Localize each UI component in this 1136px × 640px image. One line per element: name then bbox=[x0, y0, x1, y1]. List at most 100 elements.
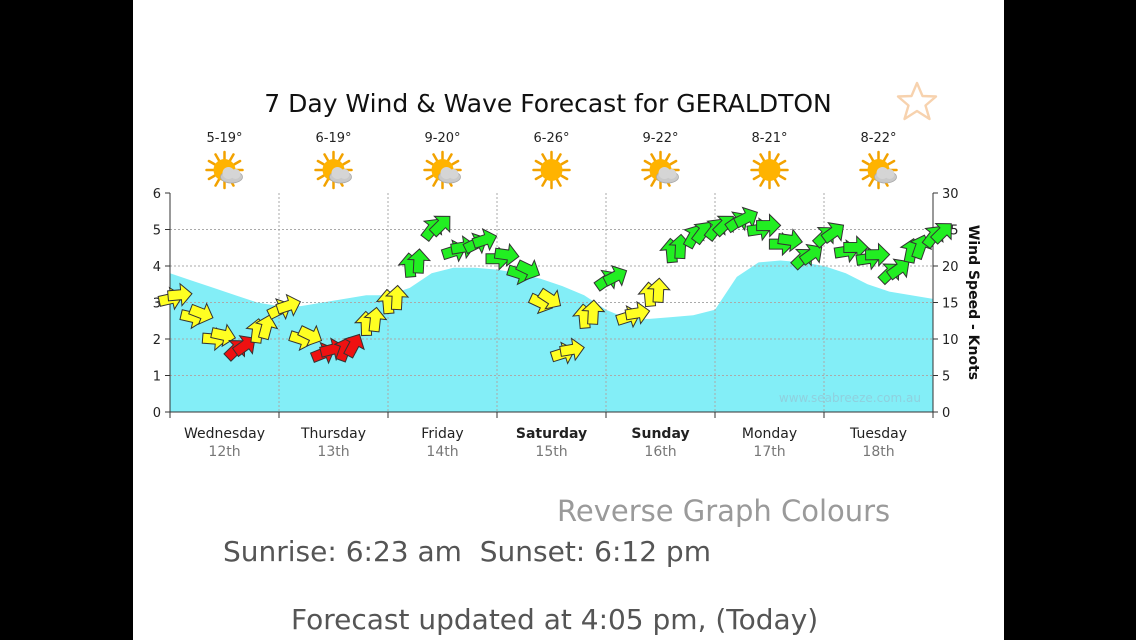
favorite-star-icon[interactable] bbox=[895, 80, 939, 124]
day-temperature: 6-19° bbox=[315, 131, 351, 146]
wind-arrow bbox=[581, 299, 606, 325]
y-tick-label-right: 5 bbox=[942, 370, 950, 385]
wind-arrow bbox=[231, 335, 256, 358]
watermark: www.seabreeze.com.au bbox=[779, 391, 921, 405]
y-tick-label-left: 6 bbox=[153, 187, 161, 202]
x-tick-label-date: 14th bbox=[426, 444, 458, 460]
wind-arrow-shape bbox=[297, 324, 323, 347]
wind-arrow-shape bbox=[536, 287, 562, 310]
wind-arrow-shape bbox=[231, 335, 256, 358]
wind-arrow-shape bbox=[777, 228, 803, 253]
sunset-label: Sunset: bbox=[479, 535, 586, 568]
forecast-page: 7 Day Wind & Wave Forecast for GERALDTON… bbox=[133, 0, 1004, 640]
wind-arrow-shape bbox=[756, 213, 782, 238]
cloud-shape bbox=[884, 169, 895, 179]
wind-arrow bbox=[384, 284, 410, 311]
sun-ray bbox=[425, 159, 435, 166]
cloud-shape bbox=[448, 169, 459, 179]
sun-ray bbox=[868, 178, 875, 187]
sunrise-time: 6:23 am bbox=[345, 535, 462, 568]
y-axis-label-right: Wind Speed - Knots bbox=[965, 225, 981, 380]
sun-ray bbox=[432, 178, 439, 187]
wind-arrow-shape bbox=[624, 300, 651, 325]
wind-arrow-shape bbox=[254, 314, 279, 341]
sun-ray bbox=[643, 174, 653, 181]
sun-ray bbox=[559, 159, 569, 166]
y-tick-label-right: 30 bbox=[942, 187, 959, 202]
chart-title: 7 Day Wind & Wave Forecast for GERALDTON bbox=[264, 89, 831, 118]
x-tick-label-day: Monday bbox=[742, 426, 797, 442]
wind-arrow-shape bbox=[559, 337, 585, 362]
sun-ray bbox=[446, 153, 453, 162]
wind-arrow-shape bbox=[406, 248, 432, 274]
sun-ray bbox=[650, 153, 657, 162]
sun-disc bbox=[540, 159, 563, 181]
partly-cloudy-icon bbox=[641, 150, 680, 190]
sunny-icon bbox=[532, 150, 571, 190]
sun-ray bbox=[777, 159, 787, 166]
cloud-shape bbox=[339, 169, 350, 179]
wind-arrow bbox=[471, 228, 498, 252]
wind-arrow-shape bbox=[602, 265, 628, 287]
wind-arrow bbox=[929, 223, 952, 245]
sun-ray bbox=[868, 153, 875, 162]
sun-ray bbox=[643, 159, 653, 166]
sun-ray bbox=[759, 153, 766, 162]
wind-arrow-shape bbox=[581, 299, 606, 325]
sun-times: Sunrise: 6:23 am Sunset: 6:12 pm bbox=[223, 535, 711, 568]
sun-ray bbox=[316, 174, 326, 181]
x-tick-label-day: Wednesday bbox=[184, 426, 265, 442]
wind-arrow bbox=[297, 324, 323, 347]
sun-ray bbox=[559, 174, 569, 181]
wind-arrow bbox=[363, 306, 388, 333]
y-tick-label-right: 10 bbox=[942, 333, 959, 348]
y-tick-label-left: 3 bbox=[153, 297, 161, 312]
wind-arrow bbox=[624, 300, 651, 325]
wind-arrow-shape bbox=[798, 243, 823, 266]
day-temperature: 8-22° bbox=[860, 131, 896, 146]
wind-arrow bbox=[343, 333, 365, 359]
wind-arrow bbox=[885, 258, 910, 281]
x-tick-label-date: 16th bbox=[644, 444, 676, 460]
wind-arrow-shape bbox=[167, 282, 193, 307]
x-tick-label-date: 18th bbox=[862, 444, 894, 460]
sun-ray bbox=[323, 178, 330, 187]
sun-ray bbox=[425, 174, 435, 181]
sun-ray bbox=[861, 174, 871, 181]
day-temperature: 6-26° bbox=[533, 131, 569, 146]
y-tick-label-left: 4 bbox=[153, 260, 161, 275]
sun-ray bbox=[214, 153, 221, 162]
day-temperature: 9-20° bbox=[424, 131, 460, 146]
wind-arrow-shape bbox=[471, 228, 498, 252]
partly-cloudy-icon bbox=[314, 150, 353, 190]
sun-ray bbox=[759, 178, 766, 187]
wind-arrow bbox=[188, 302, 214, 326]
wind-arrow bbox=[515, 258, 541, 281]
wind-arrow-shape bbox=[885, 258, 910, 281]
sun-ray bbox=[207, 159, 217, 166]
partly-cloudy-icon bbox=[859, 150, 898, 190]
sun-ray bbox=[534, 174, 544, 181]
sun-ray bbox=[752, 159, 762, 166]
day-temperature: 5-19° bbox=[206, 131, 242, 146]
partly-cloudy-icon bbox=[205, 150, 244, 190]
wind-arrow-shape bbox=[929, 223, 952, 245]
reverse-graph-colours-link[interactable]: Reverse Graph Colours bbox=[557, 494, 891, 528]
sunset-time: 6:12 pm bbox=[594, 535, 711, 568]
wind-arrow bbox=[254, 314, 279, 341]
sun-ray bbox=[773, 153, 780, 162]
sun-ray bbox=[773, 178, 780, 187]
cloud-shape bbox=[666, 169, 677, 179]
wind-arrow-shape bbox=[865, 242, 891, 267]
x-tick-label-date: 17th bbox=[753, 444, 785, 460]
sun-ray bbox=[650, 178, 657, 187]
wind-arrow bbox=[865, 242, 891, 267]
x-tick-label-day: Tuesday bbox=[849, 426, 907, 442]
sun-ray bbox=[534, 159, 544, 166]
y-tick-label-left: 0 bbox=[153, 406, 161, 421]
x-tick-label-date: 15th bbox=[535, 444, 567, 460]
wind-arrow bbox=[646, 277, 671, 303]
wind-arrow bbox=[167, 282, 193, 307]
y-tick-label-left: 2 bbox=[153, 333, 161, 348]
sun-ray bbox=[341, 159, 351, 166]
